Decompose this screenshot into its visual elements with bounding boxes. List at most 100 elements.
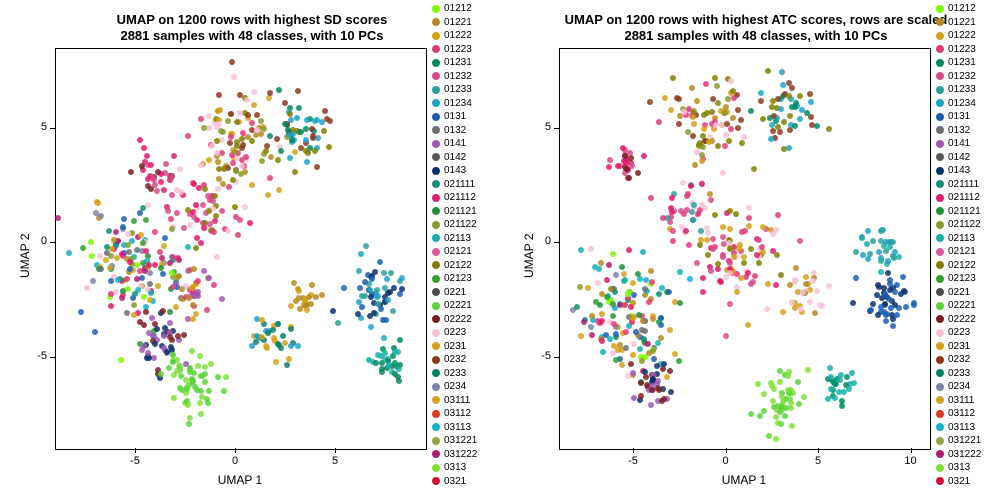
scatter-point [610,313,616,319]
scatter-point [764,306,770,312]
scatter-point [689,85,695,91]
scatter-point [713,122,719,128]
legend-label: 02222 [444,313,472,327]
scatter-point [839,403,845,409]
scatter-point [635,170,641,176]
legend-item: 01233 [936,83,981,97]
scatter-point [189,285,195,291]
scatter-point [770,248,776,254]
legend-item: 0143 [432,164,477,178]
scatter-point [219,208,225,214]
y-tick-label: 0 [41,235,47,247]
scatter-point [367,287,373,293]
scatter-point [313,294,319,300]
scatter-point [868,307,874,313]
scatter-point [623,345,629,351]
scatter-point [699,158,705,164]
scatter-point [730,115,736,121]
scatter-point [312,118,318,124]
y-tick [554,357,559,358]
scatter-point [750,279,756,285]
scatter-point [886,296,892,302]
legend-item: 0233 [936,367,981,381]
legend-item: 01231 [432,56,477,70]
scatter-point [131,312,137,318]
legend-item: 02121 [936,245,981,259]
scatter-point [368,324,374,330]
scatter-point [215,186,221,192]
scatter-point [694,149,700,155]
scatter-point [195,363,201,369]
y-tick-label: -5 [37,350,47,362]
scatter-point [195,278,201,284]
scatter-point [120,288,126,294]
legend-swatch [936,464,944,472]
scatter-point [253,339,259,345]
scatter-point [615,347,621,353]
legend-label: 031222 [444,448,477,462]
umap-panel-0: UMAP on 1200 rows with highest SD scores… [0,0,504,504]
legend-label: 02113 [444,232,471,246]
scatter-point [190,302,196,308]
scatter-point [191,214,197,220]
scatter-point [169,192,175,198]
scatter-point [746,205,752,211]
scatter-point [146,262,152,268]
scatter-point [578,247,584,253]
scatter-point [781,146,787,152]
legend-label: 01231 [948,56,976,70]
scatter-point [165,208,171,214]
y-tick-label: -5 [541,350,551,362]
legend-item: 02221 [936,299,981,313]
scatter-point [867,251,873,257]
legend-item: 02122 [936,259,981,273]
legend-item: 01212 [936,2,981,16]
scatter-point [630,280,636,286]
scatter-point [628,304,634,310]
scatter-point [901,288,907,294]
legend-swatch [432,356,440,364]
scatter-point [212,193,218,199]
y-tick [50,242,55,243]
legend-swatch [432,167,440,175]
legend-item: 01231 [936,56,981,70]
scatter-point [141,343,147,349]
scatter-point [786,93,792,99]
legend-item: 031222 [936,448,981,462]
legend-item: 0141 [432,137,477,151]
scatter-point [192,384,198,390]
scatter-point [754,252,760,258]
scatter-point [121,216,127,222]
x-axis-label: UMAP 1 [55,473,425,487]
legend-swatch [432,396,440,404]
scatter-point [770,98,776,104]
legend-item: 03112 [936,407,981,421]
x-tick [911,448,912,453]
scatter-point [124,310,130,316]
x-tick-label: 10 [899,455,923,467]
scatter-point [245,112,251,118]
scatter-point [185,244,191,250]
scatter-point [98,266,104,272]
scatter-point [326,144,332,150]
legend-label: 03113 [948,421,975,435]
scatter-point [198,240,204,246]
legend-item: 0221 [936,286,981,300]
scatter-point [143,248,149,254]
scatter-point [185,402,191,408]
scatter-point [805,367,811,373]
legend-label: 03111 [948,394,974,408]
x-tick [726,448,727,453]
legend-item: 01234 [936,97,981,111]
scatter-point [669,209,675,215]
legend: 0121201221012220122301231012320123301234… [936,2,981,488]
scatter-point [113,229,119,235]
scatter-point [276,187,282,193]
scatter-point [270,327,276,333]
scatter-point [289,137,295,143]
legend-label: 01221 [948,16,976,30]
legend-item: 0232 [432,353,477,367]
scatter-point [789,423,795,429]
plot-title-line1: UMAP on 1200 rows with highest ATC score… [504,12,1008,27]
scatter-point [184,386,190,392]
